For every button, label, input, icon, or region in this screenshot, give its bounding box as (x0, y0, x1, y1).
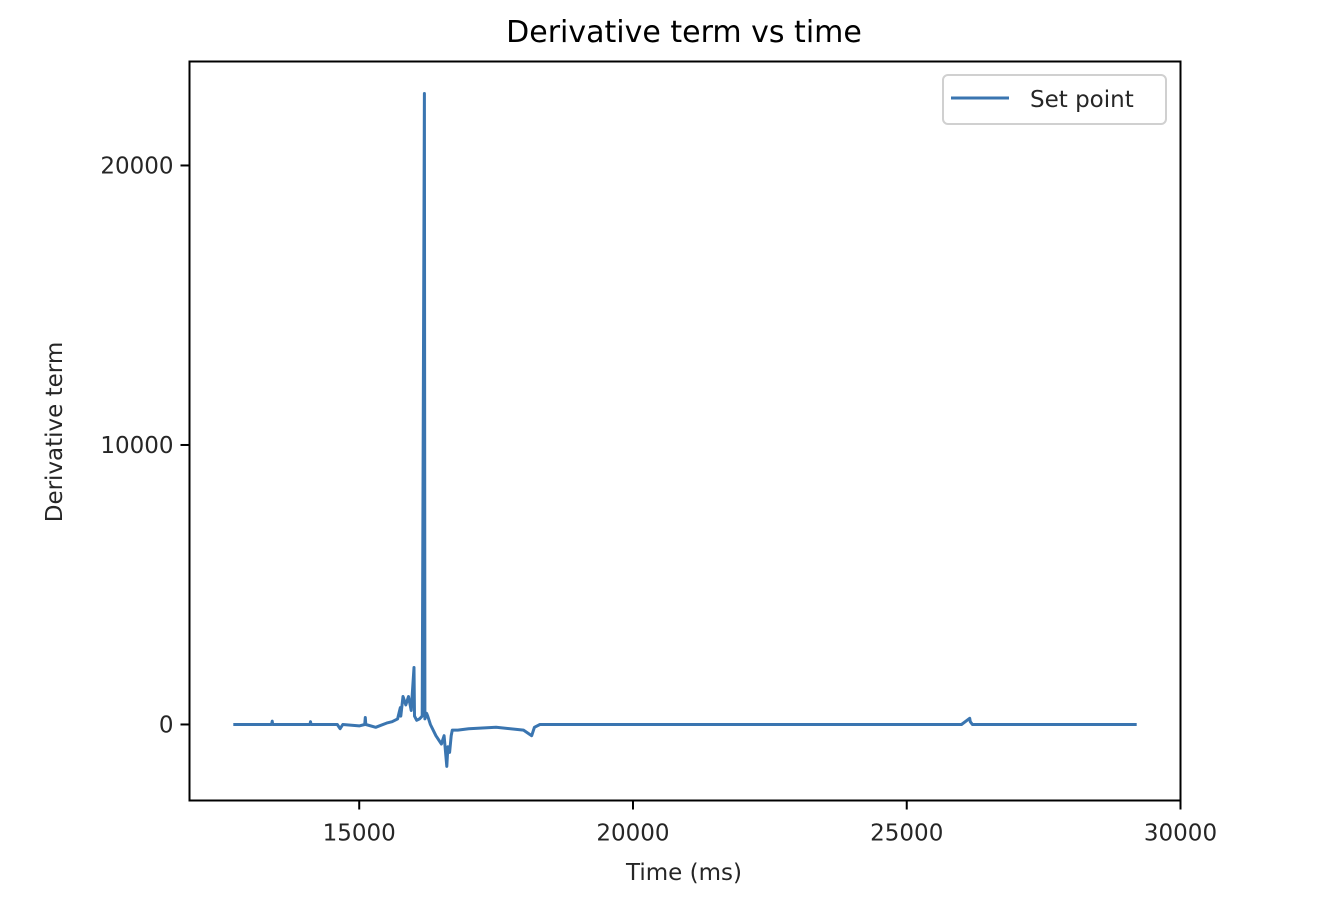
legend-label: Set point (1030, 87, 1134, 113)
x-tick-label: 30000 (1144, 821, 1217, 847)
x-axis-label: Time (ms) (625, 860, 742, 886)
x-tick-label: 15000 (323, 821, 396, 847)
chart-title: Derivative term vs time (506, 15, 862, 50)
data-line-set-point (233, 92, 1137, 768)
plot-area (233, 92, 1137, 768)
y-axis: 0 10000 20000 (100, 153, 190, 738)
y-tick-label: 20000 (100, 153, 173, 179)
legend: Set point (942, 74, 1167, 125)
y-tick-label: 0 (159, 712, 174, 738)
x-axis: 15000 20000 25000 30000 (323, 800, 1217, 847)
y-tick-label: 10000 (100, 433, 173, 459)
x-tick-label: 25000 (870, 821, 943, 847)
legend-box (942, 74, 1167, 125)
x-tick-label: 20000 (596, 821, 669, 847)
y-axis-label: Derivative term (42, 342, 68, 523)
axes-frame (188, 60, 1182, 802)
